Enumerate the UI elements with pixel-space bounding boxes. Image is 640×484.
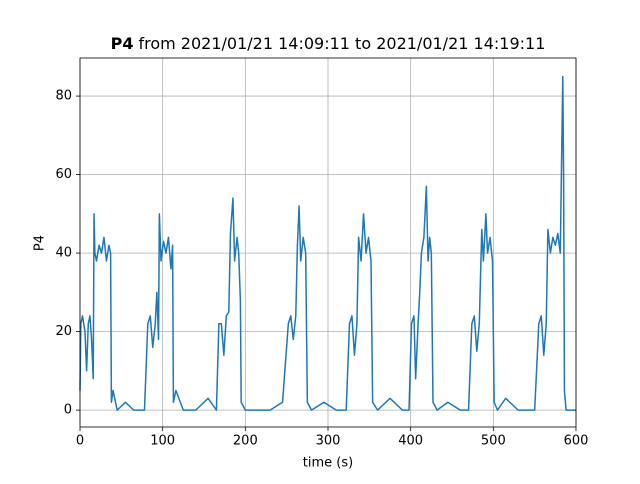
x-tick-label: 400 (398, 434, 423, 449)
y-tick-label: 40 (55, 246, 72, 261)
y-tick-label: 80 (55, 89, 72, 104)
x-tick-label: 500 (481, 434, 506, 449)
title-name: P4 (111, 34, 134, 53)
plot-frame (79, 57, 577, 428)
x-tick-label: 300 (316, 434, 341, 449)
y-tick-label: 60 (55, 167, 72, 182)
x-tick-label: 200 (233, 434, 258, 449)
x-axis-label: time (s) (303, 456, 353, 471)
x-tick-label: 600 (564, 434, 589, 449)
chart-title: P4 from 2021/01/21 14:09:11 to 2021/01/21… (111, 34, 546, 53)
y-tick-label: 0 (64, 403, 72, 418)
y-axis-label: P4 (33, 235, 48, 251)
x-tick-label: 100 (150, 434, 175, 449)
y-tick-label: 20 (55, 324, 72, 339)
data-line (79, 75, 576, 411)
x-tick-label: 0 (76, 434, 84, 449)
title-text: from 2021/01/21 14:09:11 to 2021/01/21 1… (138, 34, 545, 53)
